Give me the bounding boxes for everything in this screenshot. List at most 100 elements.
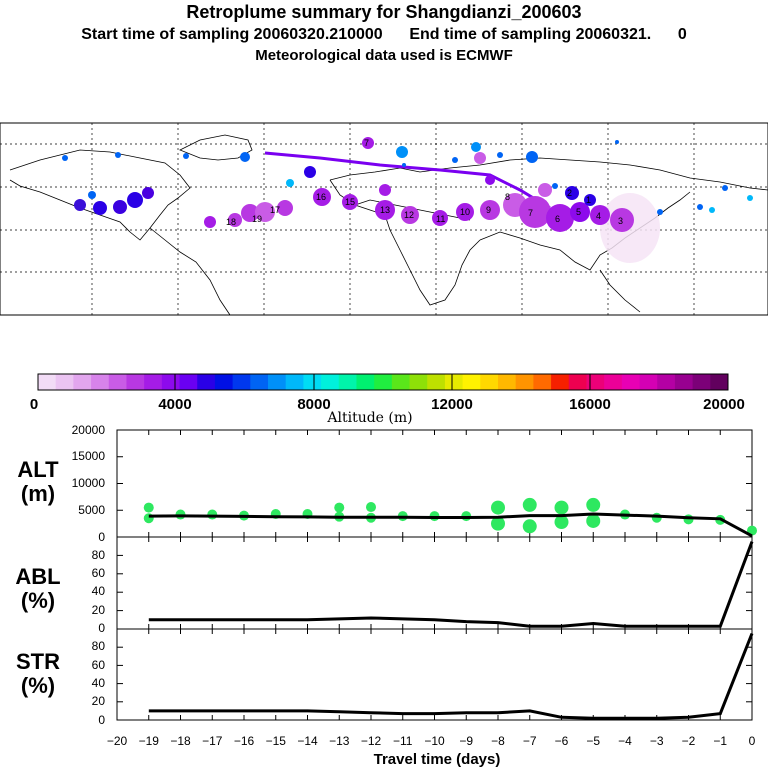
alt-unit-label: (m) <box>21 481 55 506</box>
colorbar-cell <box>498 374 517 390</box>
plume-cluster <box>452 157 458 163</box>
plume-cluster <box>74 199 86 211</box>
abl-y-tick: 20 <box>92 603 106 617</box>
colorbar-cell <box>621 374 641 390</box>
alt-scatter-point <box>366 502 376 513</box>
colorbar-cell <box>374 374 393 390</box>
alt-scatter-points <box>143 497 757 536</box>
x-tick-label: 0 <box>749 734 756 748</box>
plume-cluster <box>615 140 619 144</box>
trajectory-label: 8 <box>505 192 510 202</box>
colorbar-cell <box>444 374 464 390</box>
x-tick-label: −9 <box>459 734 473 748</box>
colorbar-cell <box>321 374 340 390</box>
x-tick-label: −5 <box>586 734 600 748</box>
x-tick-label: −7 <box>523 734 537 748</box>
trajectory-label: 7 <box>528 208 533 218</box>
plume-cluster <box>546 204 574 232</box>
series-lines <box>148 512 754 720</box>
alt-scatter-point <box>683 514 694 525</box>
str-y-tick: 80 <box>92 639 106 653</box>
colorbar-tick-label: 12000 <box>431 396 473 413</box>
plume-cluster <box>584 194 596 206</box>
plume-clusters <box>62 137 753 232</box>
colorbar-axis-label: Altitude (m) <box>326 410 412 426</box>
met-data-line: Meteorological data used is ECMWF <box>255 47 513 64</box>
plume-cluster <box>286 179 294 187</box>
plume-cluster <box>342 194 358 210</box>
alt-scatter-point <box>491 516 505 531</box>
plume-cluster <box>379 184 391 196</box>
alt-scatter-point <box>522 519 537 534</box>
colorbar-cell <box>338 374 357 390</box>
colorbar-cell <box>586 374 605 390</box>
plume-cluster <box>255 202 275 222</box>
plume-cluster <box>241 204 259 222</box>
colorbar-cell <box>409 374 428 390</box>
plume-cluster <box>747 195 753 201</box>
alt-scatter-point <box>554 515 569 530</box>
trajectory-labels: 18 19 17 16 15 13 12 11 10 9 8 7 6 5 4 3… <box>226 138 623 227</box>
plume-cluster <box>204 216 216 228</box>
sampling-time-line: Start time of sampling 20060320.210000 E… <box>81 26 687 43</box>
colorbar-cell <box>214 374 234 390</box>
alt-y-ticks: 20000 15000 10000 5000 0 <box>72 423 106 544</box>
str-unit-label: (%) <box>21 673 55 698</box>
plume-cluster <box>456 203 474 221</box>
str-y-ticks: 80 60 40 20 0 <box>92 639 106 727</box>
x-tick-label: −1 <box>713 734 727 748</box>
trajectory-label: 3 <box>618 216 623 226</box>
trajectory-label: 2 <box>567 188 572 198</box>
colorbar-cell <box>285 374 304 390</box>
plume-cluster <box>480 200 500 220</box>
plume-cluster <box>183 153 189 159</box>
colorbar-cell <box>639 374 658 390</box>
trajectory-label: 17 <box>270 205 280 215</box>
x-tick-label: −19 <box>139 734 160 748</box>
tick-marks <box>116 429 753 721</box>
trajectory-label: 6 <box>555 214 560 224</box>
plume-cluster <box>722 185 728 191</box>
colorbar-cell <box>232 374 251 390</box>
colorbar-cell <box>480 374 499 390</box>
x-tick-label: −11 <box>393 734 413 748</box>
x-tick-label: −20 <box>107 734 128 748</box>
plume-cluster <box>526 151 538 163</box>
plume-cluster <box>313 188 331 206</box>
colorbar-cell <box>551 374 570 390</box>
colorbar-cell <box>38 374 57 390</box>
colorbar-tick-label: 4000 <box>158 396 191 413</box>
plume-cluster <box>304 166 316 178</box>
abl-y-tick: 0 <box>98 621 105 635</box>
str-y-tick: 0 <box>98 713 105 727</box>
colorbar-cell <box>462 374 481 390</box>
str-y-tick: 20 <box>92 694 106 708</box>
colorbar-cell <box>674 374 694 390</box>
plume-cluster <box>471 142 481 152</box>
colorbar-tick-marks <box>174 374 591 390</box>
colorbar-tick-label: 0 <box>30 396 38 413</box>
abl-y-tick: 60 <box>92 566 106 580</box>
alt-scatter-point <box>143 502 154 513</box>
alt-scatter-point <box>491 500 505 515</box>
plume-cluster <box>709 207 715 213</box>
plume-cluster <box>657 209 663 215</box>
alt-scatter-point <box>586 513 601 528</box>
x-tick-label: −17 <box>202 734 223 748</box>
colorbar-cell <box>161 374 181 390</box>
trajectory-label: 15 <box>345 197 355 207</box>
x-tick-label: −10 <box>424 734 445 748</box>
plume-cluster <box>565 186 579 200</box>
trajectory-label: 12 <box>404 210 414 220</box>
alt-label: ALT <box>17 457 59 482</box>
colorbar-cell <box>197 374 216 390</box>
trajectory-label: 1 <box>586 195 591 205</box>
trajectory-label: 11 <box>436 214 445 224</box>
colorbar-cell <box>91 374 110 390</box>
abl-y-tick: 80 <box>92 548 106 562</box>
abl-label: ABL <box>15 564 60 589</box>
trajectory-label: 18 <box>226 217 236 227</box>
time-series-panels: ALT (m) ABL (%) STR (%) 20000 15000 1000… <box>15 423 757 768</box>
colorbar-tick-label: 16000 <box>569 396 611 413</box>
alt-scatter-point <box>522 497 537 512</box>
